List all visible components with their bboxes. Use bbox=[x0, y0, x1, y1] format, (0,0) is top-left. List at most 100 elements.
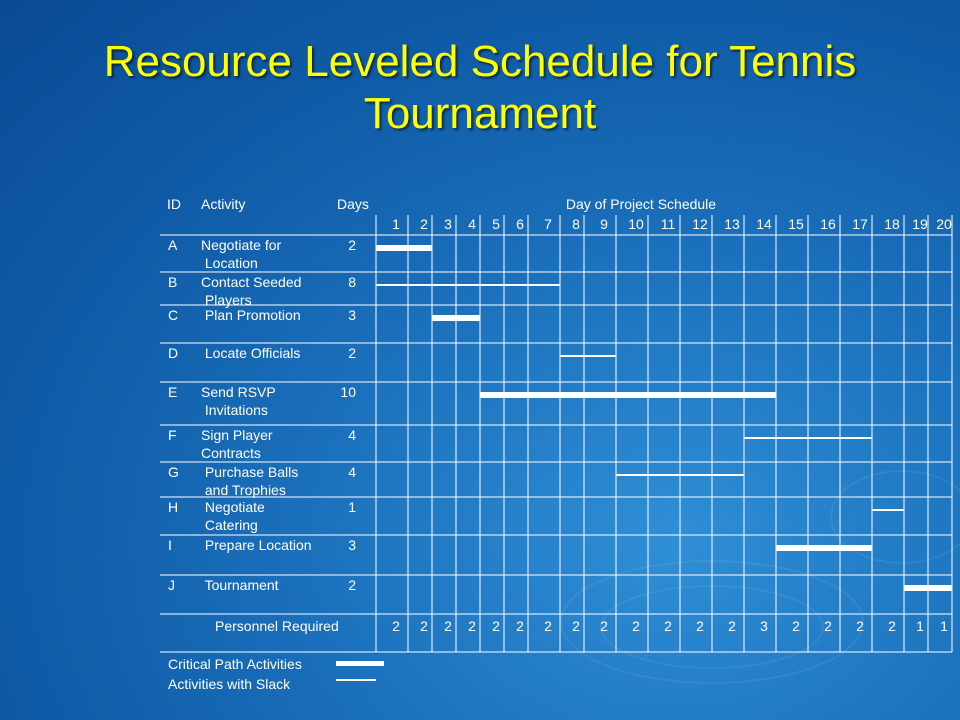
critical-bar bbox=[376, 245, 432, 251]
day-labels: 1 2 3 4 5 6 7 8 9 10 11 12 13 14 15 16 17 18 19 20 bbox=[392, 216, 952, 232]
task-days: 8 bbox=[348, 274, 356, 290]
task-activity: Location bbox=[201, 255, 258, 271]
personnel-label: Personnel Required bbox=[215, 618, 339, 634]
personnel-value: 2 bbox=[664, 618, 672, 634]
personnel-value: 2 bbox=[468, 618, 476, 634]
day-label: 2 bbox=[420, 216, 428, 232]
personnel-value: 2 bbox=[888, 618, 896, 634]
task-id: A bbox=[168, 237, 178, 253]
task-activity: Locate Officials bbox=[201, 345, 300, 361]
personnel-value: 2 bbox=[600, 618, 608, 634]
task-activity: Plan Promotion bbox=[201, 307, 301, 323]
task-days: 4 bbox=[348, 427, 356, 443]
personnel-value: 2 bbox=[572, 618, 580, 634]
header-schedule: Day of Project Schedule bbox=[566, 196, 716, 212]
personnel-value: 3 bbox=[760, 618, 768, 634]
legend-slack-label: Activities with Slack bbox=[168, 676, 291, 692]
task-id: D bbox=[168, 345, 178, 361]
task-activity: Negotiate bbox=[201, 499, 265, 515]
day-label: 8 bbox=[572, 216, 580, 232]
day-label: 14 bbox=[756, 216, 772, 232]
personnel-value: 2 bbox=[856, 618, 864, 634]
day-label: 7 bbox=[544, 216, 552, 232]
day-label: 4 bbox=[468, 216, 476, 232]
personnel-value: 2 bbox=[792, 618, 800, 634]
day-label: 9 bbox=[600, 216, 608, 232]
task-activity: Invitations bbox=[201, 402, 268, 418]
day-label: 20 bbox=[936, 216, 952, 232]
critical-bar bbox=[480, 392, 776, 398]
legend-critical-swatch bbox=[336, 661, 384, 666]
task-days: 1 bbox=[348, 499, 356, 515]
day-label: 11 bbox=[661, 216, 676, 232]
task-id: J bbox=[168, 577, 175, 593]
task-activity: Players bbox=[201, 292, 252, 308]
task-id: G bbox=[168, 464, 179, 480]
personnel-value: 2 bbox=[632, 618, 640, 634]
slack-bar bbox=[376, 284, 560, 286]
task-activity: Contracts bbox=[201, 445, 261, 461]
task-activity: Purchase Balls bbox=[201, 464, 298, 480]
day-label: 3 bbox=[444, 216, 452, 232]
task-days: 4 bbox=[348, 464, 356, 480]
task-activity: Tournament bbox=[201, 577, 279, 593]
day-label: 17 bbox=[852, 216, 868, 232]
task-id: I bbox=[168, 537, 172, 553]
personnel-value: 2 bbox=[696, 618, 704, 634]
day-label: 16 bbox=[820, 216, 836, 232]
day-label: 6 bbox=[516, 216, 524, 232]
task-days: 3 bbox=[348, 307, 356, 323]
personnel-value: 2 bbox=[444, 618, 452, 634]
header-days: Days bbox=[337, 196, 369, 212]
personnel-value: 2 bbox=[728, 618, 736, 634]
slack-bar bbox=[744, 437, 872, 439]
task-activity: Contact Seeded bbox=[201, 274, 301, 290]
critical-bar bbox=[432, 315, 480, 321]
task-id: C bbox=[168, 307, 178, 323]
personnel-value: 2 bbox=[392, 618, 400, 634]
header-id: ID bbox=[167, 196, 181, 212]
legend-critical-label: Critical Path Activities bbox=[168, 656, 302, 672]
task-bars bbox=[376, 245, 952, 591]
slack-bar bbox=[872, 509, 904, 511]
day-label: 5 bbox=[492, 216, 500, 232]
personnel-value: 2 bbox=[544, 618, 552, 634]
task-days: 3 bbox=[348, 537, 356, 553]
task-days: 2 bbox=[348, 345, 356, 361]
personnel-value: 1 bbox=[940, 618, 948, 634]
personnel-value: 2 bbox=[492, 618, 500, 634]
day-label: 12 bbox=[692, 216, 708, 232]
task-id: E bbox=[168, 384, 177, 400]
task-days: 2 bbox=[348, 237, 356, 253]
task-activity: Prepare Location bbox=[201, 537, 312, 553]
task-activity: and Trophies bbox=[201, 482, 286, 498]
header-activity: Activity bbox=[201, 196, 245, 212]
day-label: 18 bbox=[884, 216, 900, 232]
task-id: H bbox=[168, 499, 178, 515]
page-title: Resource Leveled Schedule for Tennis Tou… bbox=[103, 37, 857, 138]
task-id: F bbox=[168, 427, 177, 443]
grid-lines bbox=[160, 215, 953, 653]
slack-bar bbox=[560, 355, 616, 357]
personnel-value: 2 bbox=[420, 618, 428, 634]
task-id: B bbox=[168, 274, 177, 290]
legend-slack-swatch bbox=[336, 679, 376, 681]
task-days: 2 bbox=[348, 577, 356, 593]
task-activity: Send RSVP bbox=[201, 384, 276, 400]
critical-bar bbox=[904, 585, 952, 591]
task-activity: Sign Player bbox=[201, 427, 273, 443]
chart-header: ID Activity Days Day of Project Schedule bbox=[167, 196, 716, 212]
task-activity: Catering bbox=[201, 517, 258, 533]
task-activity: Negotiate for bbox=[201, 237, 281, 253]
day-label: 13 bbox=[724, 216, 740, 232]
personnel-value: 1 bbox=[916, 618, 924, 634]
day-label: 19 bbox=[912, 216, 928, 232]
slack-bar bbox=[616, 474, 744, 476]
task-days: 10 bbox=[340, 384, 356, 400]
day-label: 15 bbox=[788, 216, 804, 232]
critical-bar bbox=[776, 545, 872, 551]
personnel-value: 2 bbox=[824, 618, 832, 634]
